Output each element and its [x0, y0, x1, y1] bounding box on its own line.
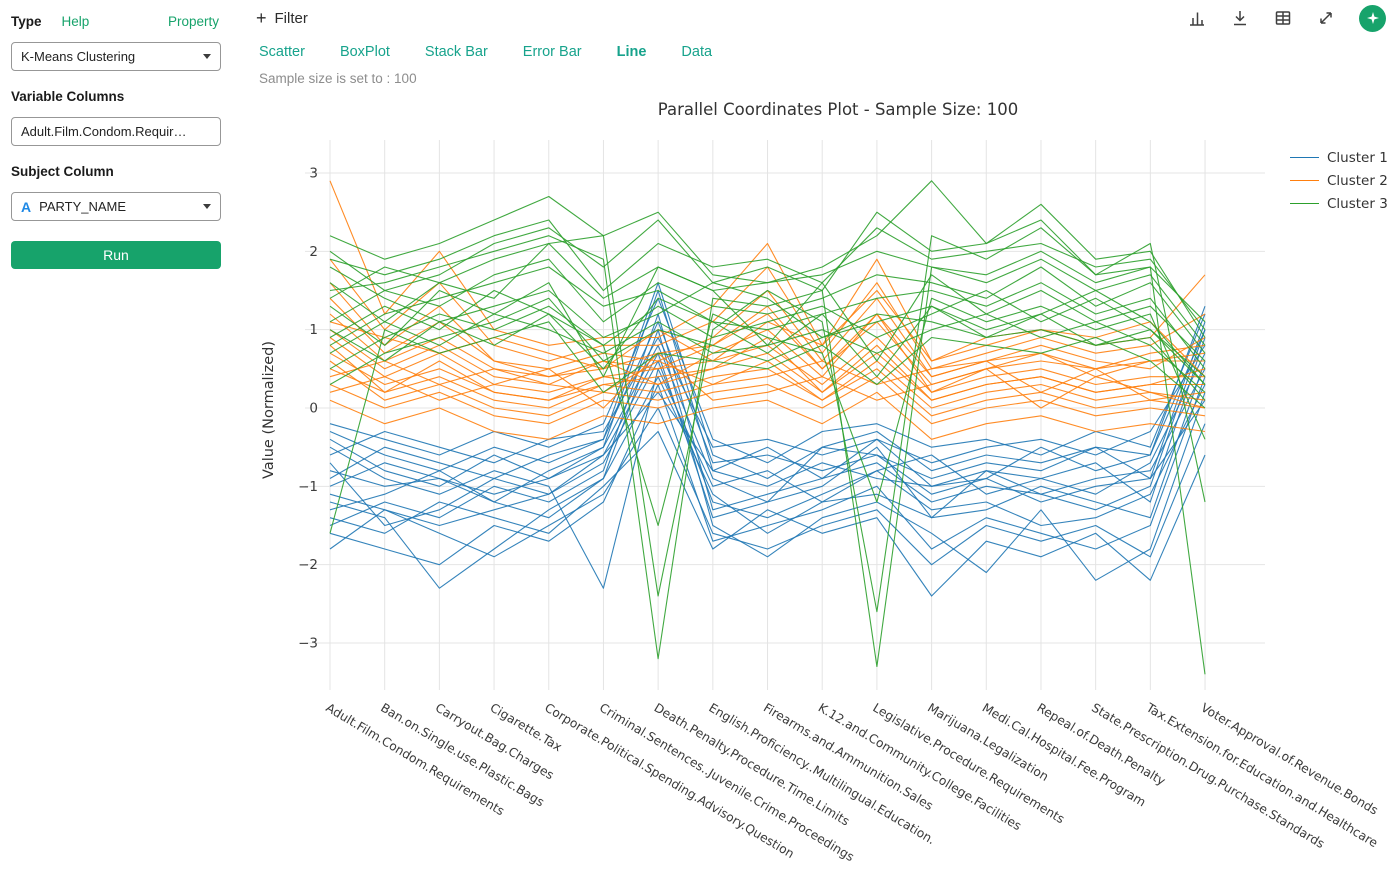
cluster-line [329, 258, 1206, 354]
legend-label: Cluster 3 [1327, 195, 1388, 212]
y-tick-label: 1 [309, 322, 318, 338]
sample-size-note: Sample size is set to : 100 [259, 71, 417, 86]
cluster-line [329, 337, 1206, 589]
text-type-icon: A [21, 198, 32, 215]
cluster-line [329, 313, 1206, 393]
sidebar-header: Type Help Property [11, 14, 221, 29]
cluster-line [329, 242, 1206, 346]
y-tick-label: −3 [298, 635, 318, 651]
tab-data[interactable]: Data [681, 44, 713, 60]
cluster-line [329, 289, 1206, 378]
legend-line-swatch [1290, 180, 1319, 181]
table-icon[interactable] [1273, 8, 1293, 28]
cluster-line [329, 266, 1206, 385]
subject-column-select[interactable]: A PARTY_NAME [11, 192, 221, 221]
legend-label: Cluster 1 [1327, 149, 1388, 166]
variable-columns-field[interactable]: Adult.Film.Condom.Requir… [11, 117, 221, 146]
x-category-label: Corporate.Political.Spending.Advisory.Qu… [542, 701, 796, 862]
download-icon[interactable] [1230, 8, 1250, 28]
clustering-select-value: K-Means Clustering [21, 49, 136, 64]
cluster-line [329, 360, 1206, 401]
plus-icon: + [256, 8, 267, 28]
chart-legend: Cluster 1 Cluster 2 Cluster 3 [1290, 146, 1388, 215]
cluster-line [329, 360, 1206, 527]
cluster-line [329, 376, 1206, 425]
y-axis-title: Value (Normalized) [261, 341, 277, 479]
x-category-label: Tax.Extension.for.Education.and.Healthca… [1143, 700, 1380, 850]
cluster-line [329, 352, 1206, 527]
legend-label: Cluster 2 [1327, 172, 1388, 189]
variable-columns-label: Variable Columns [11, 89, 125, 104]
cluster-line [329, 266, 1206, 370]
legend-item-1: Cluster 1 [1290, 146, 1388, 169]
tab-line[interactable]: Line [616, 44, 647, 60]
subject-column-label: Subject Column [11, 164, 114, 179]
parallel-coordinates-chart: −3−2−10123Adult.Film.Condom.Requirements… [261, 100, 1381, 865]
legend-item-3: Cluster 3 [1290, 192, 1388, 215]
filter-toolbar: + Filter [232, 0, 1400, 36]
sidebar: Type Help Property K-Means Clustering Va… [0, 0, 232, 883]
cluster-line [329, 235, 1206, 675]
variable-columns-value: Adult.Film.Condom.Requir… [21, 124, 187, 139]
tab-stack-bar[interactable]: Stack Bar [424, 44, 488, 60]
cluster-line [329, 313, 1206, 527]
cluster-line [329, 321, 1206, 534]
cluster-line [329, 360, 1206, 534]
help-link[interactable]: Help [61, 14, 90, 29]
cluster-line [329, 407, 1206, 566]
cluster-line [329, 391, 1206, 440]
cluster-line [329, 321, 1206, 480]
cluster-line [329, 376, 1206, 566]
legend-line-swatch [1290, 203, 1319, 204]
legend-line-swatch [1290, 157, 1319, 158]
y-tick-label: 2 [309, 244, 318, 260]
cluster-line [329, 329, 1206, 589]
cluster-line [329, 211, 1206, 323]
cluster-line [329, 430, 1206, 597]
cluster-line [329, 282, 1206, 480]
filter-label: Filter [274, 9, 308, 27]
chevron-down-icon [203, 204, 211, 209]
y-tick-label: 3 [309, 166, 318, 182]
cluster-line [329, 297, 1206, 401]
subject-column-value: PARTY_NAME [39, 199, 127, 214]
y-tick-label: −2 [298, 557, 318, 573]
type-label: Type [11, 14, 42, 29]
main-content: + Filter Scatter BoxPlot Stack [232, 0, 1400, 883]
cluster-line [329, 336, 1206, 464]
x-category-label: State.Prescription.Drug.Purchase.Standar… [1089, 701, 1327, 852]
cluster-line [329, 297, 1206, 464]
toolbar-icons [1187, 4, 1386, 32]
bar-chart-icon[interactable] [1187, 8, 1207, 28]
cluster-line [329, 219, 1206, 331]
run-button[interactable]: Run [11, 241, 221, 269]
y-tick-label: 0 [309, 401, 318, 417]
chevron-down-icon [203, 54, 211, 59]
clustering-select[interactable]: K-Means Clustering [11, 42, 221, 71]
cluster-line [329, 227, 1206, 613]
add-filter-button[interactable]: + Filter [256, 9, 308, 27]
cluster-line [329, 297, 1206, 385]
y-tick-label: −1 [298, 479, 318, 495]
cluster-line [329, 289, 1206, 487]
tab-error-bar[interactable]: Error Bar [522, 44, 582, 60]
tab-boxplot[interactable]: BoxPlot [339, 44, 390, 60]
star-badge-icon[interactable] [1359, 4, 1386, 32]
expand-icon[interactable] [1316, 8, 1336, 28]
tab-scatter[interactable]: Scatter [259, 44, 305, 60]
legend-item-2: Cluster 2 [1290, 169, 1388, 192]
chart-title: Parallel Coordinates Plot - Sample Size:… [658, 100, 1018, 119]
property-link[interactable]: Property [167, 14, 219, 29]
chart-type-tabs: Scatter BoxPlot Stack Bar Error Bar Line Data [232, 36, 1400, 60]
cluster-line [329, 352, 1206, 409]
x-category-label: Criminal.Sentences..Juvenile.Crime.Proce… [597, 701, 857, 865]
